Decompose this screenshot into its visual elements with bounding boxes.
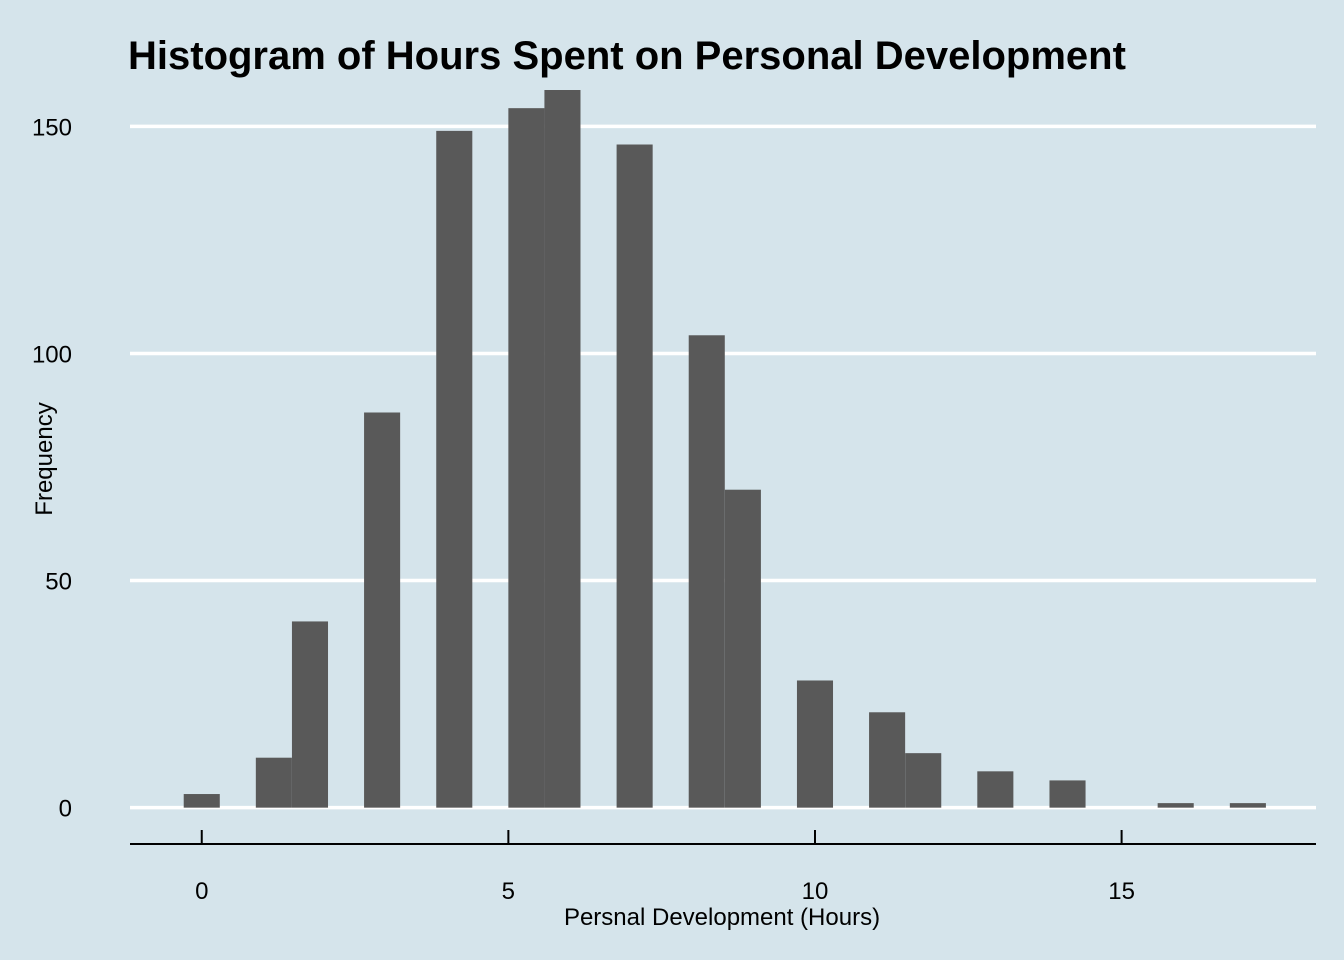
x-tick-label: 5: [502, 878, 515, 905]
histogram-bar: [724, 489, 761, 808]
y-tick-labels: 0 50 100 150: [32, 114, 72, 822]
histogram-bar: [183, 794, 220, 808]
histogram-bar: [977, 771, 1014, 808]
histogram-bar: [436, 130, 473, 808]
x-tick-label: 15: [1108, 878, 1135, 905]
histogram-bar: [688, 335, 725, 808]
x-tick-label: 0: [195, 878, 208, 905]
histogram-bar: [1157, 803, 1194, 808]
y-tick-label: 150: [32, 114, 72, 141]
histogram-bar: [1049, 780, 1086, 808]
histogram-bar: [364, 412, 401, 808]
histogram-bar: [869, 712, 906, 808]
histogram-bar: [616, 144, 653, 808]
x-axis-label: Persnal Development (Hours): [564, 904, 880, 931]
y-tick-label: 100: [32, 341, 72, 368]
histogram-bar: [255, 757, 292, 808]
bars: [183, 90, 1266, 808]
histogram-bar: [544, 90, 581, 808]
y-axis-label: Frequency: [31, 402, 58, 515]
histogram-bar: [291, 621, 329, 808]
histogram-bar: [1229, 803, 1266, 808]
histogram-bar: [796, 680, 834, 808]
x-tick-labels: 0 5 10 15: [195, 878, 1135, 905]
x-axis: [130, 830, 1316, 845]
x-tick-label: 10: [802, 878, 829, 905]
chart-title: Histogram of Hours Spent on Personal Dev…: [128, 34, 1126, 78]
histogram-bar: [508, 108, 545, 808]
y-tick-label: 50: [45, 569, 72, 596]
y-tick-label: 0: [59, 796, 72, 823]
histogram-bar: [905, 753, 942, 808]
